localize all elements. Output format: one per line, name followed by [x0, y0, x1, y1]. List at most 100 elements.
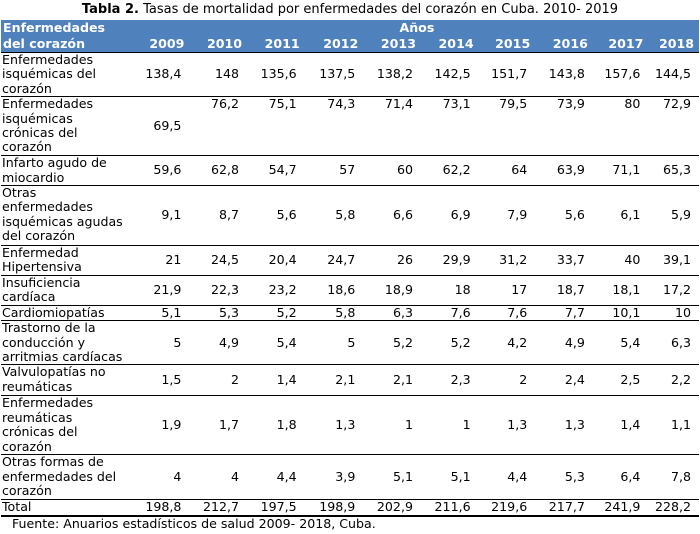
value-cell-2009: 1,5 [134, 364, 190, 397]
row-label: Enfermedades reumáticas crónicas del corazó… [1, 395, 135, 456]
year-header-2017: 2017 [592, 36, 649, 53]
value-cell-2009: 21,9 [134, 275, 190, 306]
value-cell-2013: 6,6 [363, 185, 421, 247]
row-label: Trastorno de la conducción y arritmias car… [1, 320, 135, 366]
value-cell-2017: 1,4 [592, 395, 649, 456]
value-cell-2011: 4,4 [247, 454, 305, 501]
value-cell-2017: 6,1 [592, 185, 649, 247]
value-cell-2009: 4 [134, 454, 190, 501]
value-cell-2011: 197,5 [247, 499, 305, 517]
value-cell-2009: 138,4 [134, 52, 190, 98]
row-label-line: corazón [2, 80, 52, 96]
value-cell-2012: 74,3 [304, 96, 364, 157]
row-label-line: Otras formas de [2, 454, 104, 470]
value-cell-2010: 2 [189, 364, 248, 397]
table-number: Tabla 2. [81, 2, 139, 17]
table-title: Tasas de mortalidad por enfermedades del… [138, 2, 619, 17]
row-label: Total [1, 499, 135, 517]
value-cell-2010: 76,2 [189, 96, 248, 157]
value-cell-2010: 8,7 [189, 185, 248, 247]
mortality-table: Enfermedades del corazón Años 2009 2010 20… [1, 20, 699, 517]
value-cell-2014: 29,9 [420, 245, 479, 276]
value-cell-2017: 6,4 [592, 454, 649, 501]
row-label-line: corazón [2, 483, 52, 499]
value-cell-2011: 75,1 [247, 96, 305, 157]
value-cell-2010: 24,5 [189, 245, 248, 276]
row-label-line: Hipertensiva [2, 259, 82, 275]
value-cell-2014: 2,3 [420, 364, 479, 397]
value-cell-2013: 5,1 [363, 454, 421, 501]
value-cell-2013: 6,3 [363, 305, 421, 322]
row-label-line: conducción y [2, 334, 86, 350]
row-label-line: Insuficiencia [2, 275, 81, 290]
row-header-line-2: del corazón [3, 36, 86, 51]
value-cell-2012: 3,9 [304, 454, 364, 501]
row-label-line: Enfermedades [2, 96, 94, 112]
value-cell-2015: 31,2 [478, 245, 536, 276]
row-label: Otras enfermedades isquémicas agudas del co… [1, 185, 135, 247]
table-row: Total 198,8 212,7 197,5 198,9 202,9 211,6 219,6… [1, 499, 699, 517]
value-cell-2014: 5,2 [420, 320, 479, 366]
row-label-line: corazón [2, 438, 52, 454]
row-label-line: reumáticas [2, 409, 73, 425]
value-cell-2012: 5,8 [304, 305, 364, 322]
value-cell-2010: 22,3 [189, 275, 248, 306]
value-cell-2014: 211,6 [420, 499, 479, 517]
value-cell-2016: 63,9 [535, 155, 593, 187]
row-label-line: Infarto agudo de [2, 155, 107, 171]
year-header-2009: 2009 [134, 36, 190, 53]
value-cell-2009: 69,5 [134, 96, 190, 157]
year-header-2012: 2012 [304, 36, 364, 53]
row-label: Enfermedad Hipertensiva [1, 245, 135, 276]
row-label: Enfermedades isquémicas crónicas del corazó… [1, 96, 135, 157]
value-cell-2017: 80 [592, 96, 649, 157]
value-cell-2018: 2,2 [648, 364, 699, 397]
value-cell-2015: 7,6 [478, 305, 536, 322]
value-cell-2017: 10,1 [592, 305, 649, 322]
row-label-line: cardíaca [2, 289, 56, 305]
value-cell-2011: 23,2 [247, 275, 305, 306]
row-label-line: Trastorno de la [2, 320, 96, 336]
row-label-line: enfermedades [2, 199, 93, 215]
year-header-2011: 2011 [247, 36, 305, 53]
table-row: Valvulopatías no reumáticas 1,5 2 1,4 2,1 2,1 2… [1, 364, 699, 397]
row-label: Insuficiencia cardíaca [1, 275, 135, 306]
value-cell-2018: 65,3 [648, 155, 699, 187]
value-cell-2015: 17 [478, 275, 536, 306]
table-caption: Tabla 2. Tasas de mortalidad por enferme… [0, 0, 700, 20]
table-row: Infarto agudo de miocardio 59,6 62,8 54,7 57 6… [1, 155, 699, 187]
table-row: Trastorno de la conducción y arritmias car… [1, 320, 699, 366]
value-cell-2012: 198,9 [304, 499, 364, 517]
value-cell-2014: 18 [420, 275, 479, 306]
value-cell-2016: 217,7 [535, 499, 593, 517]
value-cell-2013: 18,9 [363, 275, 421, 306]
value-cell-2009: 5,1 [134, 305, 190, 322]
value-cell-2013: 2,1 [363, 364, 421, 397]
value-cell-2011: 1,4 [247, 364, 305, 397]
table-row: Enfermedades reumáticas crónicas del corazó… [1, 395, 699, 456]
value-cell-2017: 71,1 [592, 155, 649, 187]
table-row: Cardiomiopatías 5,1 5,3 5,2 5,8 6,3 7,6 7,6 7,7 1… [1, 305, 699, 322]
table-row: Enfermedad Hipertensiva 21 24,5 20,4 24,7 26 29… [1, 245, 699, 276]
years-header: Años [134, 20, 699, 36]
source-note: Fuente: Anuarios estadísticos de salud 2… [12, 516, 376, 531]
value-cell-2018: 72,9 [648, 96, 699, 157]
value-cell-2018: 17,2 [648, 275, 699, 306]
value-cell-2015: 79,5 [478, 96, 536, 157]
value-cell-2012: 18,6 [304, 275, 364, 306]
value-cell-2017: 18,1 [592, 275, 649, 306]
row-label-line: corazón [2, 139, 52, 155]
value-cell-2011: 135,6 [247, 52, 305, 98]
value-cell-2018: 10 [648, 305, 699, 322]
year-header-2014: 2014 [420, 36, 479, 53]
value-cell-2016: 2,4 [535, 364, 593, 397]
value-cell-2013: 202,9 [363, 499, 421, 517]
value-cell-2016: 33,7 [535, 245, 593, 276]
row-label-line: isquémicas del [2, 66, 96, 82]
value-cell-2009: 21 [134, 245, 190, 276]
value-cell-2011: 5,2 [247, 305, 305, 322]
value-cell-2018: 39,1 [648, 245, 699, 276]
year-header-2018: 2018 [648, 36, 699, 53]
value-cell-2018: 1,1 [648, 395, 699, 456]
value-cell-2014: 62,2 [420, 155, 479, 187]
